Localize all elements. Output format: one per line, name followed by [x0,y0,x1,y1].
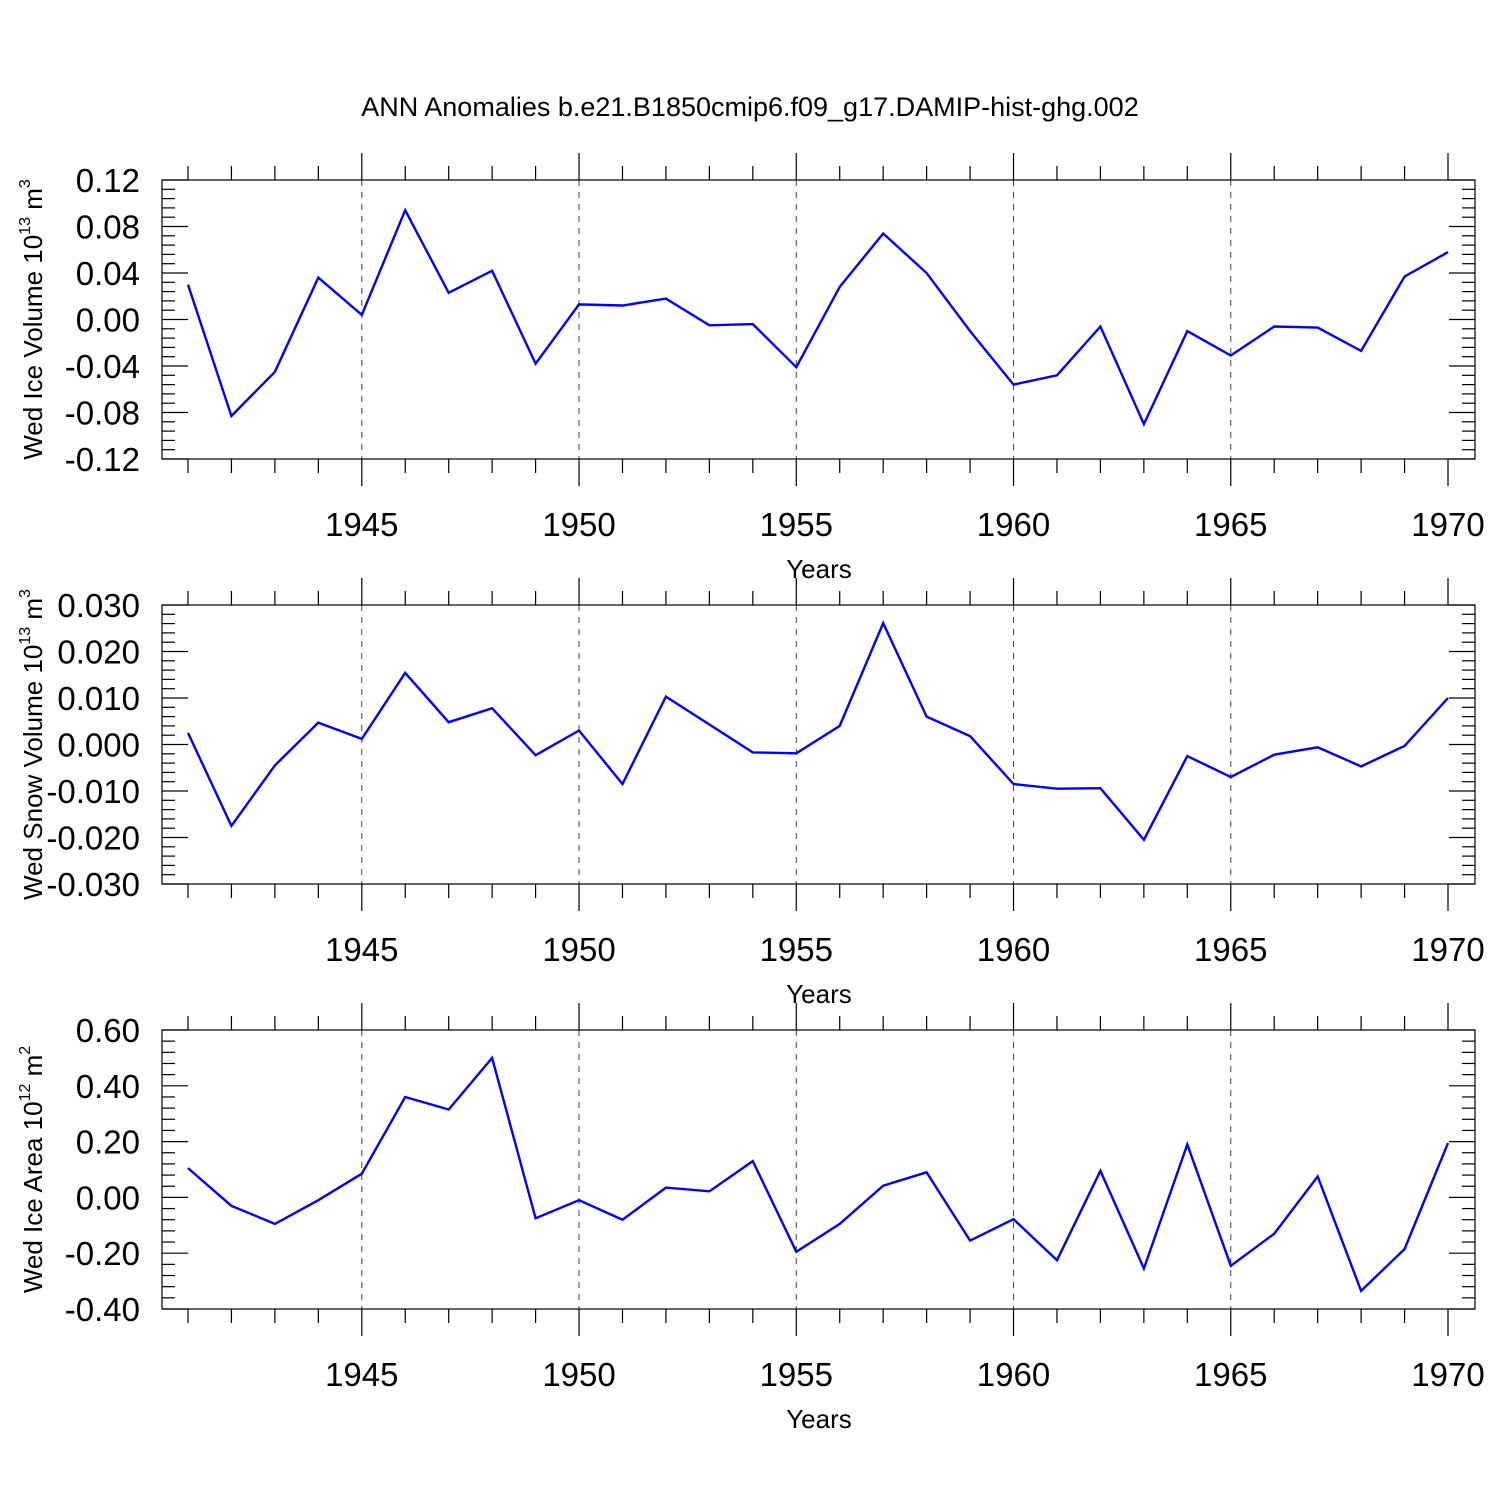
y-tick-label: 0.08 [76,209,140,246]
x-tick-label: 1965 [1194,506,1267,543]
panel-2: -0.030 -0.020 -0.010 0.000 0.010 0.020 0.030 19… [17,578,1485,1009]
y-axis-title-unit-exponent: 3 [17,589,34,598]
y-axis-title: Wed Ice Volume 1013 m3 [17,179,48,460]
x-tick-label: 1970 [1411,1356,1484,1393]
series-line [188,1058,1448,1291]
y-tick-label: -0.12 [65,441,140,478]
x-tick-label: 1955 [760,931,833,968]
panel-3: -0.40 -0.20 0.00 0.20 0.40 0.60 1945 1950 1955 19… [17,1003,1485,1434]
x-tick-label: 1950 [542,506,615,543]
y-axis-title-unit-exponent: 2 [17,1046,34,1055]
x-tick-label: 1965 [1194,1356,1267,1393]
y-tick-label: -0.08 [65,395,140,432]
y-tick-label: -0.40 [65,1291,140,1328]
y-axis-title-main: Wed Snow Volume 10 [18,645,48,900]
y-tick-label: 0.00 [76,302,140,339]
series-line [188,210,1448,424]
y-tick-label: 0.60 [76,1012,140,1049]
y-tick-label: -0.020 [46,820,140,857]
y-axis-title: Wed Snow Volume 1013 m3 [17,589,48,900]
y-axis-title: Wed Ice Area 1012 m2 [17,1046,48,1293]
y-tick-label: 0.020 [57,634,140,671]
y-axis-title-unit-exponent: 3 [17,179,34,188]
x-tick-label: 1960 [977,931,1050,968]
y-tick-label: 0.04 [76,255,140,292]
y-axis-title-unit: m [18,188,48,217]
y-tick-label: 0.20 [76,1124,140,1161]
plot-frame [162,180,1475,459]
y-tick-label: 0.010 [57,680,140,717]
panel-1: -0.12 -0.08 -0.04 0.00 0.04 0.08 0.12 1945 1950 1… [17,153,1485,584]
x-tick-label: 1970 [1411,506,1484,543]
x-tick-label: 1960 [977,1356,1050,1393]
x-tick-label: 1955 [760,506,833,543]
y-tick-label: 0.00 [76,1179,140,1216]
x-tick-label: 1945 [325,931,398,968]
y-axis-title-exponent: 13 [17,627,34,645]
chart-title: ANN Anomalies b.e21.B1850cmip6.f09_g17.D… [361,92,1138,122]
x-tick-label: 1960 [977,506,1050,543]
series-line [188,623,1448,840]
y-axis-title-unit: m [18,1055,48,1084]
y-axis-title-exponent: 12 [17,1084,34,1102]
y-tick-label: 0.12 [76,162,140,199]
x-tick-label: 1945 [325,1356,398,1393]
x-tick-label: 1945 [325,506,398,543]
y-tick-label: -0.030 [46,866,140,903]
y-tick-label: 0.40 [76,1068,140,1105]
x-axis-title: Years [786,1404,852,1434]
y-tick-label: -0.010 [46,773,140,810]
y-tick-label: -0.20 [65,1235,140,1272]
y-tick-label: 0.000 [57,727,140,764]
plot-frame [162,1030,1475,1309]
x-tick-label: 1965 [1194,931,1267,968]
y-axis-title-unit: m [18,598,48,627]
y-axis-title-main: Wed Ice Volume 10 [18,235,48,460]
y-tick-label: -0.04 [65,348,140,385]
y-tick-label: 0.030 [57,587,140,624]
plot-frame [162,605,1475,884]
x-tick-label: 1970 [1411,931,1484,968]
y-axis-title-main: Wed Ice Area 10 [18,1101,48,1293]
y-axis-title-exponent: 13 [17,217,34,235]
x-tick-label: 1950 [542,1356,615,1393]
x-tick-label: 1955 [760,1356,833,1393]
x-tick-label: 1950 [542,931,615,968]
